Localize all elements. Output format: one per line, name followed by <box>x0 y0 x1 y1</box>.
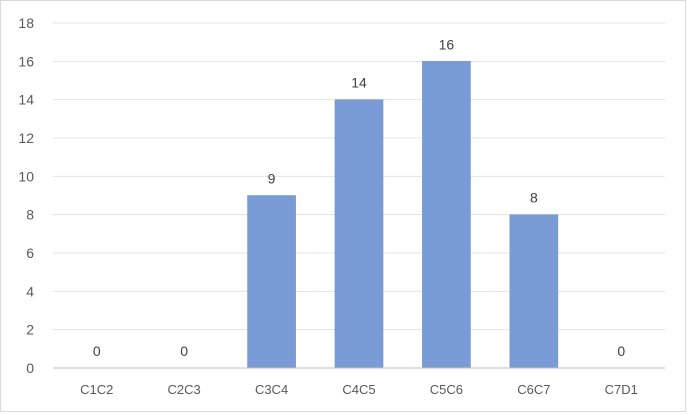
y-tick-label: 8 <box>26 207 34 223</box>
bar <box>422 61 471 369</box>
bar <box>334 99 384 369</box>
y-tick-label: 0 <box>26 360 34 376</box>
y-tick-label: 14 <box>18 92 34 108</box>
x-tick-label: C7D1 <box>605 382 638 397</box>
y-tick-label: 6 <box>26 245 34 261</box>
bar <box>509 214 559 369</box>
bar <box>247 195 296 369</box>
x-tick-label: C2C3 <box>168 382 201 397</box>
data-label: 14 <box>351 75 367 91</box>
x-tick-label: C3C4 <box>255 382 288 397</box>
data-label: 16 <box>439 36 455 52</box>
x-tick-label: C5C6 <box>430 382 463 397</box>
data-label: 0 <box>93 343 101 359</box>
x-tick-label: C4C5 <box>342 382 375 397</box>
data-label: 8 <box>530 190 538 206</box>
y-tick-label: 18 <box>18 15 34 31</box>
y-tick-label: 4 <box>26 283 34 299</box>
y-tick-label: 12 <box>18 130 34 146</box>
x-tick-label: C6C7 <box>517 382 550 397</box>
y-tick-label: 2 <box>26 322 34 338</box>
data-label: 9 <box>268 171 276 187</box>
y-tick-label: 10 <box>18 168 34 184</box>
y-tick-label: 16 <box>18 53 34 69</box>
x-tick-label: C1C2 <box>80 382 113 397</box>
data-label: 0 <box>617 343 625 359</box>
data-label: 0 <box>180 343 188 359</box>
labels: 0 2 4 6 8 10 12 14 16 18 0 C1C2 0 C2C3 9 C3C4 14 C4C5 16 C5… <box>18 15 637 397</box>
bars <box>247 61 559 369</box>
